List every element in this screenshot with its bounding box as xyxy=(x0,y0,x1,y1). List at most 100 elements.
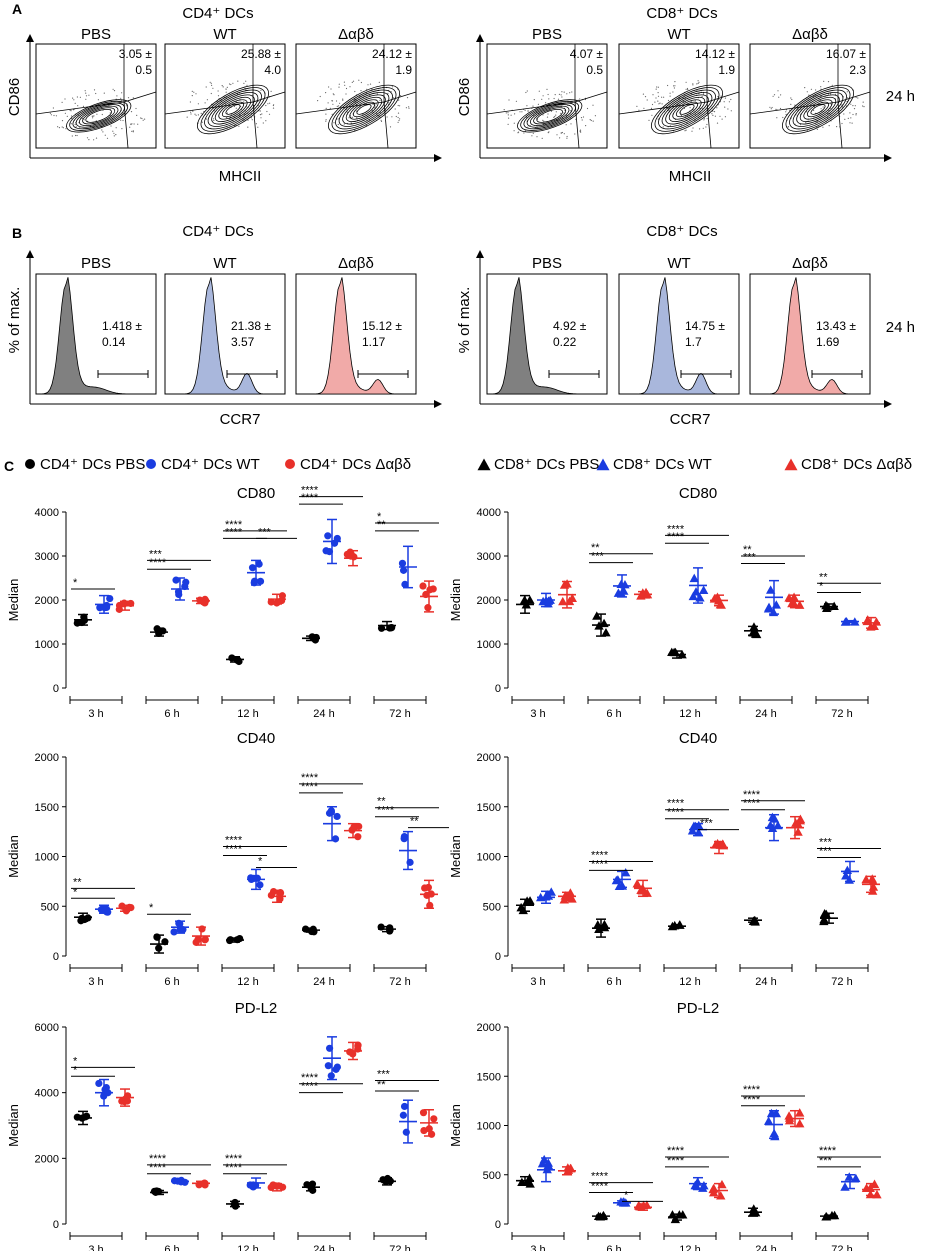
datagroup-0 xyxy=(819,909,838,926)
data-point xyxy=(170,1177,179,1185)
event-dot xyxy=(515,100,518,102)
event-dot xyxy=(532,105,534,107)
data-point xyxy=(865,1189,876,1199)
event-dot xyxy=(232,82,234,84)
data-point xyxy=(793,827,803,836)
event-dot xyxy=(92,115,94,117)
x-axis-label: CCR7 xyxy=(220,411,261,428)
significance-label: **** xyxy=(301,1081,319,1093)
data-point xyxy=(201,1179,209,1187)
event-dot xyxy=(379,99,381,102)
event-dot xyxy=(397,112,400,114)
significance-label: *** xyxy=(591,551,605,563)
event-dot xyxy=(701,95,703,98)
event-dot xyxy=(697,82,699,84)
contour-line xyxy=(218,99,248,120)
data-point xyxy=(868,882,879,891)
data-point xyxy=(521,600,531,609)
chart-title: CD80 xyxy=(237,485,275,502)
gate-percent-mean: 25.88 ± xyxy=(241,47,281,61)
panel-label-a: A xyxy=(12,1,22,17)
event-dot xyxy=(400,95,402,97)
event-dot xyxy=(574,133,576,135)
datagroup-1 xyxy=(246,1177,265,1191)
y-tick-label: 4000 xyxy=(477,507,501,519)
data-point xyxy=(324,1062,332,1070)
significance-label: * xyxy=(624,1189,629,1201)
legend-c: CD4⁺ DCs PBS CD4⁺ DCs WT CD4⁺ DCs Δαβδ CD8⁺… xyxy=(25,456,912,473)
significance-label: ** xyxy=(377,519,386,531)
significance-label: **** xyxy=(149,1153,167,1165)
histogram-curve xyxy=(169,277,281,395)
event-dot xyxy=(674,85,676,87)
gate-percent-sd: 1.7 xyxy=(685,335,702,349)
event-dot xyxy=(112,130,114,132)
y-axis-label: Median xyxy=(448,835,463,878)
contour-line xyxy=(529,105,570,126)
event-dot xyxy=(561,131,564,134)
data-point xyxy=(102,905,111,913)
data-point xyxy=(201,599,209,607)
gate-percent-mean: 3.05 ± xyxy=(119,47,153,61)
event-dot xyxy=(266,110,268,113)
significance-label: **** xyxy=(743,1084,761,1096)
event-dot xyxy=(854,105,856,107)
event-dot xyxy=(210,82,212,84)
data-point xyxy=(311,636,319,644)
event-dot xyxy=(325,113,327,115)
event-dot xyxy=(556,134,558,136)
data-point xyxy=(267,598,275,606)
data-point xyxy=(276,889,285,897)
datagroup-2 xyxy=(708,1179,728,1200)
event-dot xyxy=(339,102,341,104)
data-point xyxy=(273,599,281,607)
event-dot xyxy=(646,99,648,101)
event-dot xyxy=(97,99,99,101)
event-dot xyxy=(132,97,134,99)
event-dot xyxy=(130,111,133,113)
event-dot xyxy=(205,86,207,88)
contour-line xyxy=(661,92,713,127)
chart-1: 0 1000 2000 3000 4000 Median CD80 3 h 6 h 12 h 24 … xyxy=(448,485,882,720)
event-dot xyxy=(537,103,540,105)
event-dot xyxy=(267,103,269,105)
data-point xyxy=(231,1198,239,1207)
event-dot xyxy=(55,115,58,117)
data-point xyxy=(249,1181,257,1189)
data-point xyxy=(632,879,642,888)
data-point xyxy=(331,835,340,843)
datagroup-0 xyxy=(592,611,611,637)
event-dot xyxy=(543,120,545,122)
event-dot xyxy=(200,112,202,114)
event-dot xyxy=(397,116,399,119)
timepoint-label: 24 h xyxy=(886,319,915,336)
event-dot xyxy=(95,92,97,95)
event-dot xyxy=(191,95,193,97)
event-dot xyxy=(360,81,362,84)
significance-label: **** xyxy=(667,798,685,810)
datagroup-1 xyxy=(840,616,860,626)
data-point xyxy=(670,647,681,657)
datagroup-2 xyxy=(192,595,210,607)
event-dot xyxy=(816,128,819,130)
y-tick-label: 500 xyxy=(483,901,501,913)
datagroup-0 xyxy=(820,1210,840,1221)
y-tick-label: 0 xyxy=(53,1219,59,1231)
data-point xyxy=(620,867,631,877)
datagroup-2 xyxy=(558,888,577,904)
event-dot xyxy=(672,91,674,93)
data-point xyxy=(155,944,163,952)
data-point xyxy=(333,534,341,543)
event-dot xyxy=(335,100,338,102)
data-point xyxy=(841,871,851,880)
event-dot xyxy=(333,122,335,124)
event-dot xyxy=(399,105,401,107)
gate-percent-mean: 4.07 ± xyxy=(570,47,604,61)
y-tick-label: 0 xyxy=(53,951,59,963)
panel-title: CD4⁺ DCs xyxy=(182,5,253,22)
data-point xyxy=(346,1048,354,1056)
event-dot xyxy=(846,91,848,93)
event-dot xyxy=(561,96,563,98)
event-dot xyxy=(389,126,392,128)
event-dot xyxy=(674,81,676,83)
